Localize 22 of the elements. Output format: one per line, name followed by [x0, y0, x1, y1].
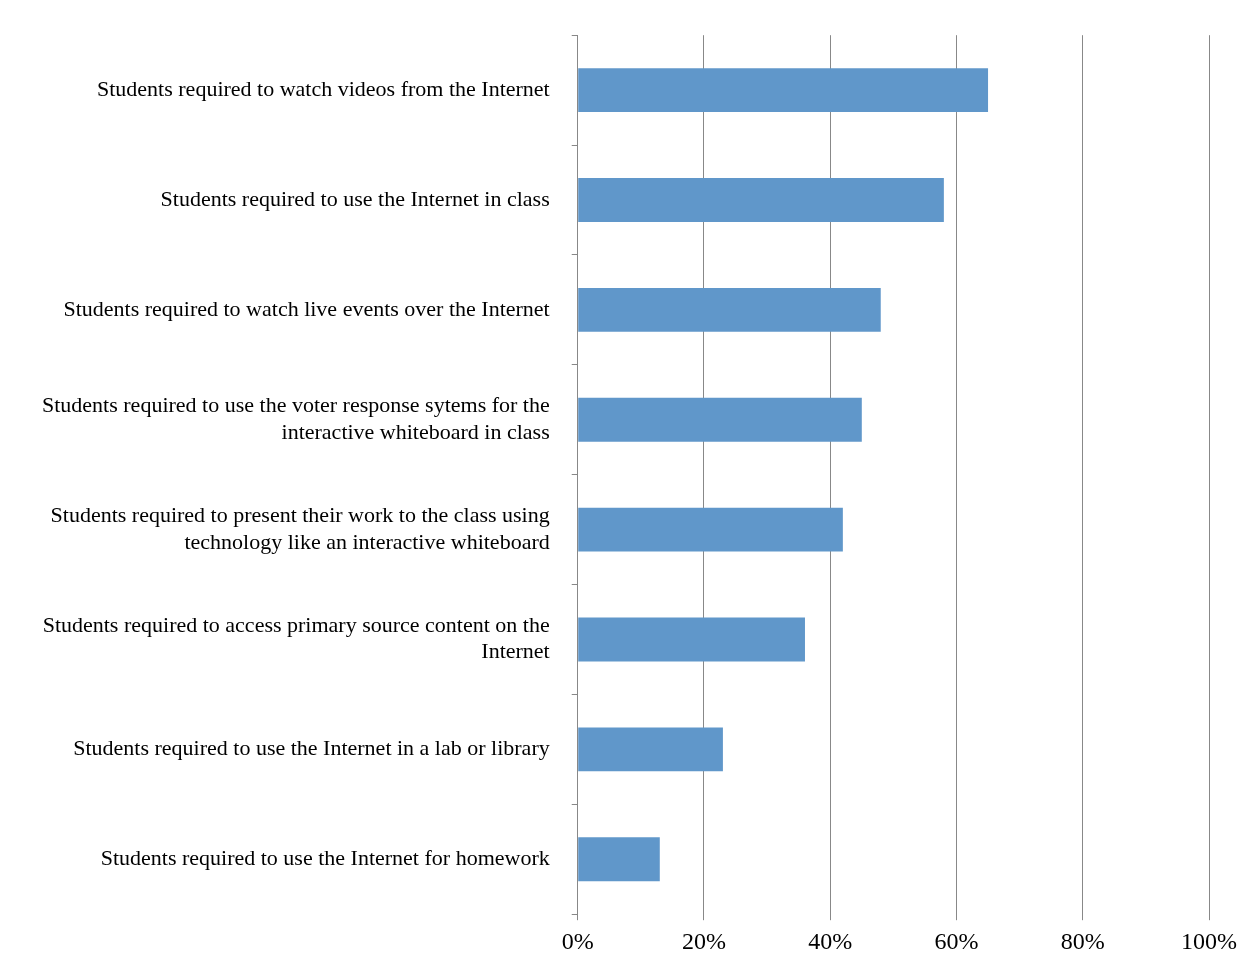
bar [578, 837, 660, 882]
y-tick-label: Students required to use the voter response sytems for the interactive whiteboard in class [42, 392, 550, 444]
x-tick-label: 60% [934, 927, 979, 954]
y-tick-label: Students required to watch live events over the Internet [63, 295, 550, 321]
bar [578, 287, 881, 332]
y-tick-label: Students required to watch videos from the Internet [97, 75, 550, 101]
bar [578, 507, 843, 552]
y-tick-label: Students required to use the Internet in class [160, 185, 550, 211]
bar [578, 397, 862, 442]
bar [578, 178, 944, 222]
x-tick-label: 100% [1181, 927, 1237, 954]
y-tick-label: Students required to use the Internet in a lab or library [73, 735, 550, 761]
y-tick-label: Students required to access primary source content on the Internet [42, 612, 550, 664]
x-tick-label: 20% [681, 927, 726, 954]
bar [578, 68, 989, 113]
y-tick-label: Students required to use the Internet for homework [100, 845, 550, 871]
bar [578, 617, 805, 662]
x-tick-label: 80% [1060, 927, 1105, 954]
bar [578, 727, 723, 772]
x-tick-label: 0% [561, 927, 594, 954]
y-tick-label: Students required to present their work to the class using technology like an interactive whiteboard [50, 502, 550, 554]
x-tick-label: 40% [808, 927, 853, 954]
